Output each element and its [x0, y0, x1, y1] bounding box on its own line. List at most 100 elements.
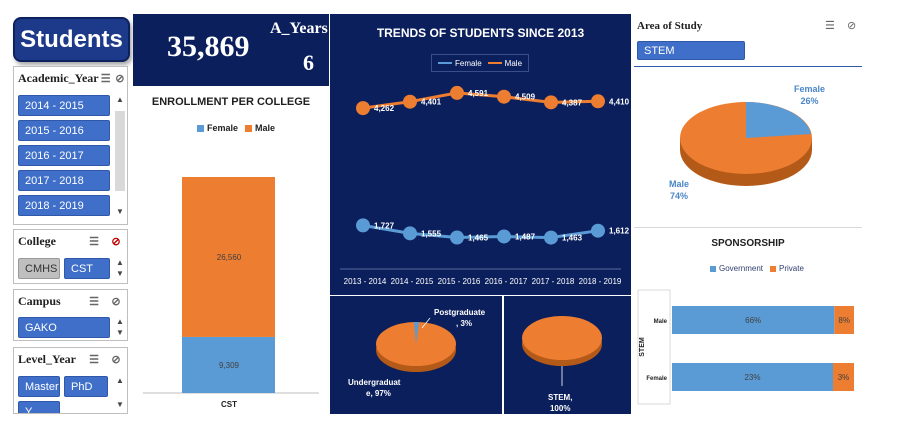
female-pie-label: Female 26% — [794, 83, 825, 107]
multi-select-icon[interactable]: ☰ — [89, 235, 99, 248]
sponsorship-chart-panel: SPONSORSHIP Government Private STEM 66% 8… — [634, 230, 864, 414]
multi-select-icon[interactable]: ☰ — [825, 20, 835, 32]
academic-year-item[interactable]: 2018 - 2019 — [18, 195, 110, 216]
point-female — [450, 230, 464, 245]
legend-government-swatch — [710, 265, 716, 272]
data-label-male: 4,591 — [468, 89, 489, 98]
campus-label: Campus — [18, 293, 61, 308]
enrollment-chart-svg: 9,309 26,560 CST — [143, 177, 319, 409]
x-tick-label: 2017 - 2018 — [532, 277, 575, 286]
category-label: Male — [654, 319, 668, 325]
bar-value-label: 66% — [745, 316, 761, 325]
college-slicer-header: College ☰ ⊘ — [14, 230, 127, 252]
bar-value-label: 23% — [744, 373, 760, 382]
x-tick-label: 2013 - 2014 — [344, 277, 387, 286]
point-female — [356, 218, 370, 233]
clear-filter-icon[interactable]: ⊘ — [115, 72, 125, 85]
academic-year-item[interactable]: 2016 - 2017 — [18, 145, 110, 166]
students-title-button[interactable]: Students — [13, 17, 130, 62]
level-year-item[interactable]: Master — [18, 376, 60, 397]
postgraduate-label: Postgraduate , 3% — [434, 307, 485, 329]
gender-pie-svg — [680, 102, 812, 186]
pg-leader-line — [421, 317, 431, 329]
scroll-down-icon[interactable]: ▼ — [116, 400, 124, 409]
academic-year-slicer: Academic_Year ☰ ⊘ 2014 - 2015 2015 - 201… — [13, 66, 128, 225]
campus-item[interactable]: GAKO — [18, 317, 110, 338]
stem-pie-label-line2: 100% — [549, 404, 571, 413]
scroll-up-icon[interactable]: ▲ — [116, 95, 124, 104]
clear-filter-icon[interactable]: ⊘ — [847, 20, 857, 32]
stem-pie-panel: STEM, 100% — [504, 296, 631, 414]
college-item[interactable]: CST — [64, 258, 110, 279]
clear-filter-icon[interactable]: ⊘ — [111, 235, 121, 248]
category-label-cst: CST — [221, 400, 237, 409]
bar-female-cst — [182, 336, 275, 393]
trends-chart-panel: TRENDS OF STUDENTS SINCE 2013 Female Mal… — [330, 14, 631, 295]
data-label-male: 4,410 — [609, 97, 630, 106]
data-label-female: 1,465 — [468, 233, 489, 242]
point-male — [544, 95, 558, 110]
point-male — [497, 89, 511, 104]
area-of-study-label: Area of Study — [637, 20, 703, 32]
sponsorship-chart-svg: STEM 66% 8% Male 23% 3% Female — [637, 289, 854, 405]
academic-year-slicer-header: Academic_Year ☰ ⊘ — [14, 67, 127, 89]
scroll-up-icon[interactable]: ▲ — [116, 317, 124, 326]
postgraduate-label-line1: Postgraduate — [434, 308, 486, 317]
clear-filter-icon[interactable]: ⊘ — [111, 295, 121, 308]
divider — [634, 227, 862, 228]
scroll-down-icon[interactable]: ▼ — [116, 328, 124, 337]
campus-slicer-header: Campus ☰ ⊘ — [14, 290, 127, 312]
kpi-panel: 35,869 A_Years 6 — [133, 14, 329, 86]
college-label: College — [18, 233, 56, 248]
undergraduate-label-line1: Undergraduat — [348, 378, 401, 387]
multi-select-icon[interactable]: ☰ — [89, 295, 99, 308]
trends-legend: Female Male — [431, 54, 529, 72]
sponsorship-title: SPONSORSHIP — [711, 238, 785, 249]
scrollbar-thumb[interactable] — [115, 111, 125, 191]
legend-female-swatch — [197, 124, 204, 132]
scroll-down-icon[interactable]: ▼ — [116, 269, 124, 278]
multi-select-icon[interactable]: ☰ — [100, 72, 111, 85]
trends-chart-svg: 1,727 1,555 1,465 1,487 1,463 1,612 4,262 4,401… — [340, 85, 630, 286]
point-female — [591, 223, 605, 238]
scroll-up-icon[interactable]: ▲ — [116, 258, 124, 267]
multi-select-icon[interactable]: ☰ — [89, 353, 99, 366]
male-pie-label-line2: 74% — [670, 191, 689, 201]
legend-female-label: Female — [454, 58, 482, 68]
point-male — [591, 94, 605, 109]
data-label-female: 1,487 — [515, 232, 536, 241]
area-of-study-slicer: Area of Study ☰ ⊘ STEM — [634, 14, 864, 67]
level-year-item[interactable]: PhD — [64, 376, 108, 397]
x-tick-label: 2014 - 2015 — [391, 277, 434, 286]
scroll-down-icon[interactable]: ▼ — [116, 207, 124, 216]
stem-pie-svg — [522, 316, 602, 386]
area-of-study-item[interactable]: STEM — [637, 41, 745, 60]
scroll-up-icon[interactable]: ▲ — [116, 376, 124, 385]
point-male — [356, 101, 370, 116]
academic-year-item[interactable]: 2015 - 2016 — [18, 120, 110, 141]
level-year-slicer: Level_Year ☰ ⊘ Master PhD Y... ▲ ▼ — [13, 347, 128, 414]
point-female — [544, 230, 558, 245]
academic-year-item[interactable]: 2017 - 2018 — [18, 170, 110, 191]
bar-value-label: 3% — [838, 373, 850, 382]
degree-pie-panel: Postgraduate , 3% Undergraduat e, 97% — [330, 296, 502, 414]
academic-year-item[interactable]: 2014 - 2015 — [18, 95, 110, 116]
legend-private-label: Private — [779, 264, 804, 273]
gender-pie-panel: Female 26% Male 74% — [634, 68, 864, 228]
data-label-male: 4,387 — [562, 98, 583, 107]
college-item[interactable]: CMHS — [18, 258, 60, 279]
bar-private-male — [834, 306, 854, 334]
male-pie-label-line1: Male — [669, 179, 690, 189]
legend-private-swatch — [770, 265, 777, 272]
data-label-male: 4,509 — [515, 93, 536, 102]
clear-filter-icon[interactable]: ⊘ — [111, 353, 121, 366]
line-female — [362, 223, 599, 240]
total-students-value: 35,869 — [167, 30, 250, 63]
bar-government-female — [672, 363, 833, 391]
enrollment-legend: Female Male — [197, 123, 275, 133]
level-year-item[interactable]: Y... — [18, 401, 60, 413]
point-male — [450, 85, 464, 100]
bar-female-value-label: 9,309 — [219, 361, 240, 370]
legend-male-swatch — [245, 124, 253, 132]
bar-value-label: 8% — [838, 316, 850, 325]
